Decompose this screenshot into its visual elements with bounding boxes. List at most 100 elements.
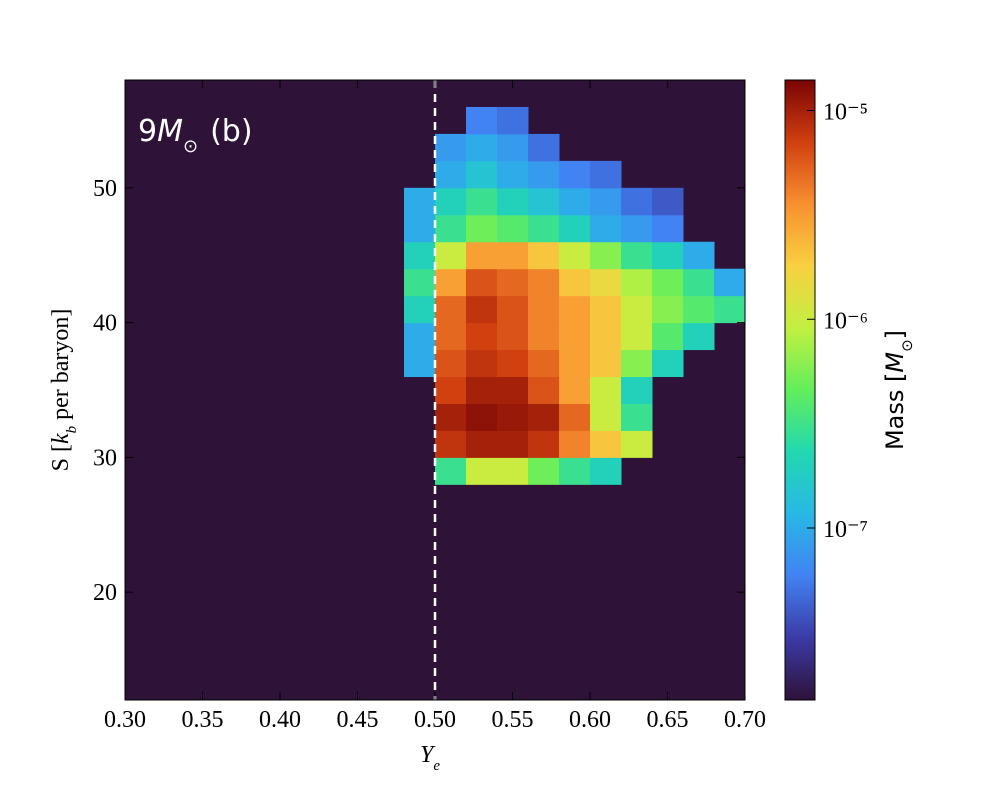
heatmap-cell [404,322,436,351]
heatmap-cell [652,241,684,270]
heatmap-cell [466,457,498,485]
heatmap-cell [590,268,622,297]
heatmap-cell [528,430,560,458]
y-tick-label: 20 [93,580,117,606]
heatmap-cell [466,430,498,458]
heatmap-cell [497,403,529,431]
colorbar-label-part: ] [881,330,909,339]
y-tick-label: 30 [93,445,117,471]
heatmap-cell [466,403,498,431]
annotation: 9M⊙ (b) [138,114,253,157]
heatmap-cell [590,376,622,404]
y-axis-label-part: per baryon] [48,309,74,426]
heatmap-cell [621,241,653,270]
heatmap-cell [714,295,746,324]
y-axis-label-part: k [48,433,74,444]
annotation-part: (b) [210,114,252,149]
heatmap-cell [404,268,436,297]
heatmap-cell [683,268,715,297]
heatmap-cell [435,457,467,485]
heatmap-cell [683,295,715,324]
heatmap-cell [590,349,622,378]
heatmap-cell [621,295,653,324]
heatmap-cell [590,160,622,189]
x-tick-label: 0.35 [182,707,224,733]
colorbar-label-part: Mass [ [881,373,909,450]
x-tick-label: 0.70 [724,707,766,733]
heatmap-cell [435,322,467,351]
heatmap-cell [404,187,436,216]
heatmap-cell [528,403,560,431]
heatmap-cell [528,214,560,243]
heatmap-cell [528,295,560,324]
heatmap-cell [435,403,467,431]
heatmap-cell [528,349,560,378]
heatmap-cell [497,349,529,378]
heatmap-cell [497,376,529,404]
heatmap-cell [528,457,560,485]
heatmap-cell [435,133,467,162]
heatmap-cell [466,160,498,189]
heatmap-cell [435,160,467,189]
heatmap-cell [652,187,684,216]
y-axis-label-part: S [ [48,444,74,471]
heatmap-cell [590,241,622,270]
x-axis-label-part: Y [420,742,436,768]
heatmap-cell [559,322,591,351]
y-tick-label: 50 [93,176,117,202]
heatmap-cell [497,457,529,485]
heatmap-cell [466,322,498,351]
heatmap-cell [435,214,467,243]
heatmap-cell [621,403,653,431]
heatmap-cell [621,322,653,351]
heatmap-cell [497,106,529,135]
heatmap-cell [435,295,467,324]
colorbar-tick-label: 10⁻⁷ [823,517,868,543]
heatmap-cell [497,241,529,270]
colorbar-label-part: M [881,352,909,373]
heatmap-cell [435,268,467,297]
heatmap-cell [559,214,591,243]
annotation-part: M [157,114,183,149]
y-axis-label-part: b [64,425,80,433]
heatmap-cell [652,214,684,243]
heatmap-cell [435,430,467,458]
heatmap-cell [590,187,622,216]
colorbar-tick-label: 10⁻⁶ [823,308,868,334]
heatmap-cell [497,268,529,297]
heatmap-cell [621,187,653,216]
heatmap-cell [590,295,622,324]
heatmap-cell [528,376,560,404]
heatmap-cell [528,241,560,270]
heatmap-cell [621,376,653,404]
heatmap-cell [435,241,467,270]
heatmap-cell [466,241,498,270]
heatmap-cell [621,214,653,243]
colorbar-label: Mass [M⊙] [881,330,916,450]
y-axis-label: S [kb per baryon] [48,309,80,472]
x-tick-label: 0.40 [259,707,301,733]
heatmap-cell [404,349,436,378]
heatmap-cell [559,403,591,431]
heatmap-cell [559,457,591,485]
heatmap-cell [497,295,529,324]
heatmap-cell [404,295,436,324]
heatmap-cell [404,214,436,243]
heatmap-cell [497,214,529,243]
heatmap-cell [497,187,529,216]
x-tick-label: 0.65 [647,707,689,733]
heatmap-cell [528,268,560,297]
heatmap-cell [404,241,436,270]
heatmap-cell [590,430,622,458]
heatmap-cell [497,322,529,351]
heatmap-cell [590,214,622,243]
heatmap-cell [466,376,498,404]
x-tick-label: 0.55 [492,707,534,733]
heatmap-cell [466,214,498,243]
heatmap-cell [714,268,746,297]
heatmap-cell [466,295,498,324]
colorbar-label-part: ⊙ [898,339,916,352]
heatmap-cell [466,268,498,297]
heatmap-cell [528,133,560,162]
